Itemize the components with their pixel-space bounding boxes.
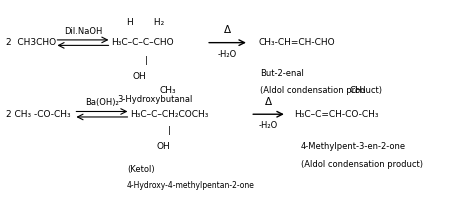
Text: |: | [168, 126, 171, 135]
Text: (Aldol condensation product): (Aldol condensation product) [301, 160, 423, 169]
Text: 2  CH3CHO: 2 CH3CHO [6, 38, 56, 47]
Text: H₃C–C–CH₂COCH₃: H₃C–C–CH₂COCH₃ [130, 110, 209, 119]
Text: CH₃: CH₃ [159, 86, 176, 95]
Text: 2 CH₃ -CO-CH₃: 2 CH₃ -CO-CH₃ [6, 110, 70, 119]
Text: Δ: Δ [224, 26, 231, 35]
Text: (Aldol condensation product): (Aldol condensation product) [260, 86, 382, 95]
Text: 4-Hydroxy-4-methylpentan-2-one: 4-Hydroxy-4-methylpentan-2-one [127, 181, 255, 190]
Text: H       H₂: H H₂ [127, 18, 164, 27]
Text: 3-Hydroxybutanal: 3-Hydroxybutanal [118, 94, 193, 104]
Text: OH: OH [156, 142, 170, 151]
Text: But-2-enal: But-2-enal [260, 69, 304, 78]
Text: H₃C–C–C–CHO: H₃C–C–C–CHO [111, 38, 174, 47]
Text: CH₃: CH₃ [349, 86, 366, 95]
Text: 4-Methylpent-3-en-2-one: 4-Methylpent-3-en-2-one [301, 142, 406, 151]
Text: CH₃-CH=CH-CHO: CH₃-CH=CH-CHO [258, 38, 335, 47]
Text: Dil.NaOH: Dil.NaOH [64, 27, 102, 36]
Text: -H₂O: -H₂O [218, 50, 237, 59]
Text: OH: OH [133, 72, 147, 81]
Text: H₃C–C=CH-CO-CH₃: H₃C–C=CH-CO-CH₃ [294, 110, 378, 119]
Text: (Ketol): (Ketol) [127, 165, 155, 174]
Text: Δ: Δ [265, 97, 272, 107]
Text: Ba(OH)₂: Ba(OH)₂ [85, 98, 119, 107]
Text: |: | [145, 56, 147, 65]
Text: -H₂O: -H₂O [259, 121, 278, 130]
